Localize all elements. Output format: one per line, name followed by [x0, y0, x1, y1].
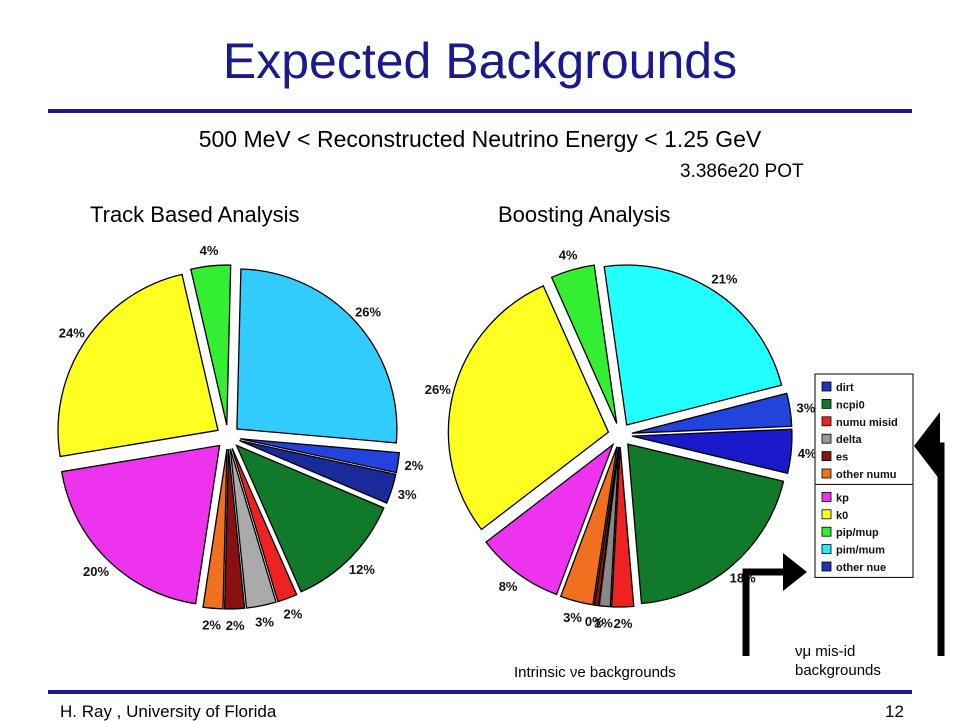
boost-slice-2 [631, 392, 793, 434]
boost-slice-10 [447, 285, 610, 531]
legend-label-1: ncpi0 [836, 399, 865, 411]
track-slice-label-6: 3% [255, 614, 274, 629]
boost-slice-8 [559, 446, 618, 606]
track-slice-label-0: 4% [200, 243, 219, 258]
intrinsic-arrow-head [783, 553, 807, 591]
track-slice-label-7: 2% [226, 618, 245, 633]
intrinsic-nue-note: Intrinsic νe backgrounds [514, 664, 676, 681]
boost-slice-0 [550, 264, 618, 424]
boost-slice-9 [485, 442, 615, 596]
boost-slice-label-7: 0% [585, 614, 604, 629]
boost-slice-4 [627, 443, 785, 605]
track-slice-label-4: 12% [349, 562, 375, 577]
track-slice-10 [57, 273, 219, 458]
legend-swatch-8 [821, 526, 832, 537]
legend-label-7: k0 [836, 510, 848, 522]
track-slice-label-2: 2% [405, 458, 424, 473]
legend-label-8: pip/mup [836, 527, 879, 539]
legend-swatch-6 [821, 491, 832, 502]
track-slice-2 [239, 438, 401, 474]
track-analysis-title: Track Based Analysis [90, 202, 300, 227]
legend-swatch-7 [821, 509, 832, 520]
misid-bracket-line [937, 442, 945, 656]
track-slice-label-3: 3% [398, 487, 417, 502]
legend-swatch-2 [821, 416, 832, 427]
pot-label: 3.386e20 POT [680, 161, 804, 182]
energy-range-subtitle: 500 MeV < Reconstructed Neutrino Energy … [198, 126, 762, 152]
boost-slice-label-8: 3% [563, 610, 582, 625]
legend: dirt ncpi0 numu misid delta es other numu kp k0… [814, 373, 914, 578]
legend-label-5: other numu [836, 469, 897, 481]
bracket-arrows [742, 412, 945, 656]
legend-swatch-5 [821, 468, 832, 479]
legend-swatch-10 [821, 561, 832, 572]
legend-label-4: es [836, 452, 848, 464]
track-slice-6 [229, 448, 277, 609]
boost-slice-label-2: 3% [797, 400, 816, 415]
track-slice-9 [60, 444, 221, 605]
track-slice-label-10: 24% [59, 325, 85, 340]
track-slice-0 [190, 264, 232, 426]
track-slice-label-1: 26% [355, 305, 381, 320]
boost-slice-5 [610, 446, 635, 608]
legend-swatch-0 [821, 381, 832, 392]
boost-slice-label-6: 1% [594, 615, 613, 630]
legend-swatch-1 [821, 398, 832, 409]
legend-swatch-4 [821, 451, 832, 462]
numu-misid-note: νμ mis-id [795, 643, 856, 660]
boost-slice-label-10: 26% [425, 382, 451, 397]
footer-divider [48, 690, 912, 694]
boosting-analysis-title: Boosting Analysis [498, 202, 671, 227]
legend-label-9: pim/mum [836, 545, 885, 557]
page-number: 12 [885, 702, 904, 721]
slide-title: Expected Backgrounds [222, 33, 738, 89]
track-slice-8 [202, 448, 228, 610]
misid-arrow-head [914, 412, 940, 480]
track-slice-1 [236, 268, 398, 444]
boost-slice-1 [603, 264, 783, 426]
legend-swatch-3 [821, 433, 832, 444]
legend-label-2: numu misid [836, 417, 898, 429]
boost-slice-label-5: 2% [614, 616, 633, 631]
boost-slice-label-1: 21% [711, 272, 737, 287]
legend-swatch-9 [821, 544, 832, 554]
legend-label-0: dirt [836, 382, 854, 394]
boost-pie: 4%21%3%4%18%2%1%0%3%8%26% [425, 247, 817, 631]
legend-label-6: kp [836, 492, 849, 504]
legend-label-10: other nue [836, 562, 886, 574]
track-pie: 4% 26% 2% 3% 12% 2% 3% 2% 2% 20% 24% [57, 243, 424, 633]
track-slice-5 [231, 448, 298, 603]
boost-slice-label-3: 4% [798, 446, 817, 461]
intrinsic-bracket-line [742, 568, 786, 656]
track-slice-label-8: 2% [202, 617, 221, 632]
track-slice-4 [235, 444, 385, 593]
track-slice-3 [239, 439, 397, 504]
legend-label-3: delta [836, 434, 863, 446]
boost-slice-7 [593, 446, 620, 607]
track-slice-7 [223, 448, 246, 610]
boost-slice-label-0: 4% [559, 247, 578, 262]
track-slice-label-5: 2% [284, 606, 303, 621]
boost-slice-label-9: 8% [499, 579, 518, 594]
track-slice-label-9: 20% [83, 564, 109, 579]
footer-author: H. Ray , University of Florida [60, 702, 277, 721]
misid-backgrounds-note: backgrounds [795, 662, 881, 679]
title-divider [48, 109, 912, 113]
boost-slice-3 [631, 428, 793, 475]
